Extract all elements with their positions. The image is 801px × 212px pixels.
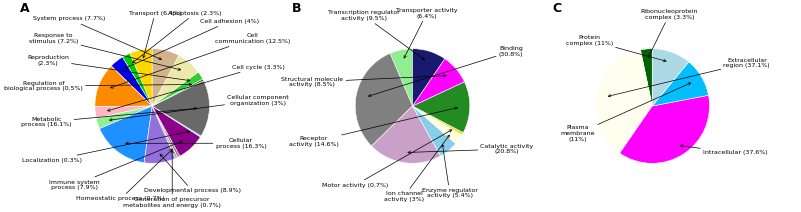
Wedge shape	[130, 49, 152, 106]
Wedge shape	[595, 50, 652, 153]
Text: Cell adhesion (4%): Cell adhesion (4%)	[125, 19, 259, 68]
Wedge shape	[390, 49, 413, 106]
Wedge shape	[413, 82, 470, 133]
Text: Transcription regulator
activity (9.5%): Transcription regulator activity (9.5%)	[328, 10, 425, 60]
Text: Metabolic
process (16.1%): Metabolic process (16.1%)	[21, 107, 197, 127]
Text: Apoptosis (2.3%): Apoptosis (2.3%)	[132, 11, 222, 63]
Text: Binding
(30.8%): Binding (30.8%)	[368, 46, 523, 97]
Text: Catalytic activity
(20.8%): Catalytic activity (20.8%)	[408, 144, 533, 154]
Wedge shape	[152, 55, 199, 106]
Text: System process (7.7%): System process (7.7%)	[33, 16, 162, 60]
Wedge shape	[355, 53, 413, 146]
Text: Extracellular
region (37.1%): Extracellular region (37.1%)	[608, 58, 770, 97]
Text: Localization (0.3%): Localization (0.3%)	[22, 131, 190, 163]
Text: Enzyme regulator
activity (5.4%): Enzyme regulator activity (5.4%)	[422, 145, 477, 198]
Wedge shape	[152, 79, 203, 106]
Text: Reproduction
(2.3%): Reproduction (2.3%)	[27, 55, 190, 81]
Wedge shape	[95, 66, 152, 107]
Wedge shape	[641, 49, 652, 106]
Wedge shape	[413, 106, 463, 135]
Text: Generation of precursor
metabolites and energy (0.7%): Generation of precursor metabolites and …	[123, 151, 221, 208]
Wedge shape	[95, 106, 152, 118]
Wedge shape	[152, 106, 201, 137]
Wedge shape	[372, 106, 441, 163]
Text: Transport (6.4%): Transport (6.4%)	[129, 11, 181, 58]
Wedge shape	[152, 106, 200, 156]
Text: Intracellular (37.6%): Intracellular (37.6%)	[680, 145, 767, 155]
Text: Protein
complex (11%): Protein complex (11%)	[566, 35, 666, 62]
Text: Homeostatic process (0.7%): Homeostatic process (0.7%)	[76, 149, 172, 201]
Wedge shape	[96, 106, 152, 129]
Wedge shape	[152, 81, 210, 136]
Text: Plasma
membrane
(11%): Plasma membrane (11%)	[561, 83, 690, 142]
Wedge shape	[413, 106, 456, 156]
Text: Response to
stimulus (7.2%): Response to stimulus (7.2%)	[29, 33, 181, 70]
Text: Motor activity (0.7%): Motor activity (0.7%)	[322, 130, 452, 188]
Wedge shape	[144, 106, 175, 163]
Wedge shape	[413, 49, 445, 106]
Text: Regulation of
biological process (0.5%): Regulation of biological process (0.5%)	[4, 81, 191, 91]
Text: Cell cycle (3.3%): Cell cycle (3.3%)	[107, 64, 284, 111]
Wedge shape	[152, 106, 178, 158]
Text: Developmental process (8.9%): Developmental process (8.9%)	[144, 154, 241, 193]
Wedge shape	[152, 106, 180, 157]
Wedge shape	[413, 106, 462, 144]
Wedge shape	[620, 95, 710, 163]
Wedge shape	[152, 72, 203, 106]
Text: C: C	[552, 2, 561, 15]
Wedge shape	[99, 106, 152, 163]
Wedge shape	[413, 59, 465, 106]
Text: Receptor
activity (14.6%): Receptor activity (14.6%)	[289, 107, 457, 147]
Text: Ribonucleoprotein
complex (3.3%): Ribonucleoprotein complex (3.3%)	[641, 9, 698, 57]
Wedge shape	[652, 62, 709, 106]
Text: Cell
communication (12.5%): Cell communication (12.5%)	[111, 33, 290, 88]
Wedge shape	[111, 57, 152, 106]
Text: Structural molecule
activity (8.5%): Structural molecule activity (8.5%)	[281, 75, 446, 87]
Text: A: A	[20, 2, 30, 15]
Text: Immune system
process (7.9%): Immune system process (7.9%)	[50, 141, 183, 190]
Text: Ion channel
activity (3%): Ion channel activity (3%)	[384, 135, 449, 202]
Wedge shape	[152, 49, 179, 106]
Text: B: B	[292, 2, 302, 15]
Text: Transporter activity
(6.4%): Transporter activity (6.4%)	[396, 8, 457, 58]
Wedge shape	[123, 53, 152, 106]
Text: Cellular component
organization (3%): Cellular component organization (3%)	[110, 95, 289, 121]
Text: Cellular
process (16.3%): Cellular process (16.3%)	[126, 138, 267, 149]
Wedge shape	[652, 49, 689, 106]
